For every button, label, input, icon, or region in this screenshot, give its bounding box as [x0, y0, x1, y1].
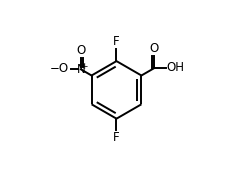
Text: F: F [113, 131, 120, 144]
Text: OH: OH [167, 61, 185, 74]
Text: −O: −O [50, 62, 69, 75]
Text: O: O [76, 44, 85, 57]
Text: F: F [113, 35, 120, 48]
Text: O: O [150, 42, 159, 55]
Text: +: + [80, 62, 88, 71]
Text: N: N [76, 63, 85, 76]
